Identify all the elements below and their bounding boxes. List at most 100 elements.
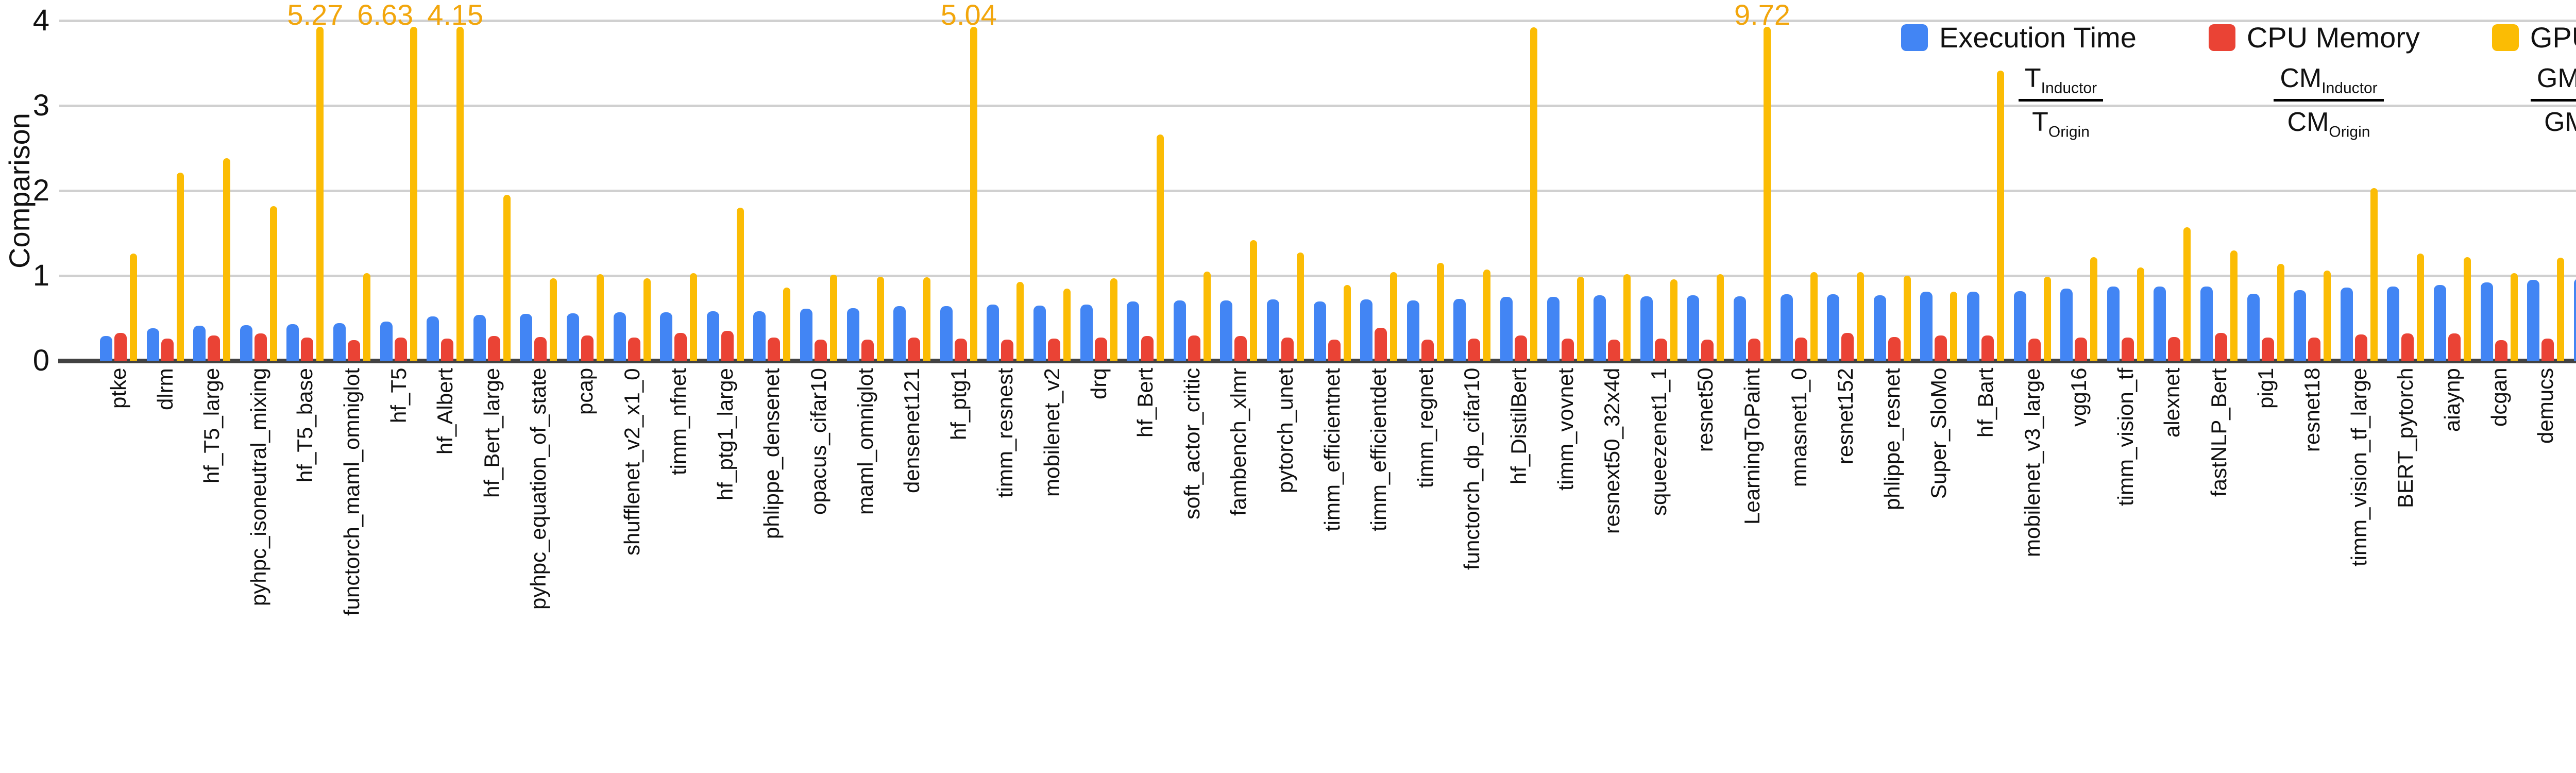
bar-mobilenet_v2-execution-time [1033, 305, 1046, 361]
bar-mobilenet_v3_large-gpu-memory [2043, 276, 2051, 361]
bar-pyhpc_isoneutral_mixing-gpu-memory [269, 206, 277, 361]
bar-opacus_cifar10-cpu-memory [815, 339, 827, 361]
x-label-timm_regnet: timm_regnet [1413, 368, 1437, 489]
bar-functorch_maml_omniglot-gpu-memory [363, 273, 370, 361]
x-label-alexnet: alexnet [2160, 368, 2184, 438]
bar-LearningToPaint-gpu-memory [1764, 26, 1771, 361]
x-label-timm_efficientdet: timm_efficientdet [1366, 368, 1391, 531]
bar-vgg16-cpu-memory [2075, 338, 2088, 361]
bar-alexnet-cpu-memory [2168, 337, 2181, 361]
bar-mobilenet_v3_large-execution-time [2013, 291, 2026, 361]
bar-Super_SloMo-execution-time [1920, 292, 1933, 361]
bar-timm_regnet-gpu-memory [1436, 263, 1444, 361]
bar-hf_Albert-gpu-memory [456, 26, 464, 361]
bar-timm_nfnet-cpu-memory [674, 332, 687, 361]
bar-pyhpc_equation_of_state-cpu-memory [534, 337, 547, 361]
gridline [59, 190, 2576, 192]
bar-soft_actor_critic-gpu-memory [1203, 271, 1211, 361]
x-label-timm_vovnet: timm_vovnet [1553, 368, 1578, 491]
annotation-5.04: 5.04 [940, 0, 997, 31]
x-label-drq: drq [1086, 368, 1111, 399]
bar-timm_regnet-execution-time [1406, 300, 1419, 361]
bar-timm_resnest-cpu-memory [1001, 339, 1014, 361]
bar-shufflenet_v2_x1_0-execution-time [613, 312, 626, 361]
bar-timm_efficientnet-gpu-memory [1343, 285, 1351, 361]
bar-shufflenet_v2_x1_0-cpu-memory [628, 338, 640, 361]
bar-functorch_dp_cifar10-execution-time [1453, 298, 1466, 361]
bar-hf_T5_large-cpu-memory [208, 335, 221, 361]
bar-functorch_maml_omniglot-execution-time [333, 323, 346, 361]
bar-mobilenet_v3_large-cpu-memory [2028, 339, 2041, 361]
bar-maml_omniglot-cpu-memory [861, 339, 874, 361]
x-label-hf_Bert_large: hf_Bert_large [479, 368, 504, 498]
bar-pig1-gpu-memory [2277, 263, 2284, 361]
legend-label: GPU Memory [2530, 21, 2576, 54]
bar-hf_Bert_large-cpu-memory [487, 336, 500, 361]
bar-fambench_xlmr-cpu-memory [1234, 336, 1247, 361]
bar-soft_actor_critic-execution-time [1173, 300, 1186, 361]
bar-resnet152-cpu-memory [1841, 332, 1854, 361]
x-label-pcap: pcap [573, 368, 597, 415]
bar-hf_ptg1_large-execution-time [706, 311, 719, 361]
x-label-maml_omniglot: maml_omniglot [853, 368, 877, 515]
bar-hf_DistilBert-execution-time [1500, 297, 1513, 361]
bar-pyhpc_isoneutral_mixing-cpu-memory [254, 333, 267, 361]
bar-phlippe_resnet-gpu-memory [1903, 276, 1911, 361]
bar-timm_resnest-gpu-memory [1016, 281, 1024, 361]
cpu-memory-formula: CMInductor CMOrigin [2251, 63, 2406, 140]
bar-maml_omniglot-gpu-memory [876, 276, 884, 361]
bar-opacus_cifar10-execution-time [800, 309, 812, 361]
bar-resnet152-gpu-memory [1857, 272, 1865, 361]
bar-Super_SloMo-cpu-memory [1935, 335, 1947, 361]
bar-demucs-cpu-memory [2541, 339, 2554, 361]
bar-timm_efficientdet-execution-time [1360, 299, 1373, 361]
bar-timm_vovnet-gpu-memory [1577, 276, 1584, 361]
x-label-shufflenet_v2_x1_0: shufflenet_v2_x1_0 [619, 368, 644, 556]
bar-phlippe_resnet-cpu-memory [1888, 337, 1901, 361]
bar-hf_DistilBert-gpu-memory [1530, 27, 1537, 361]
bar-timm_regnet-cpu-memory [1421, 339, 1434, 361]
bar-ptke-execution-time [100, 336, 112, 361]
x-label-hf_Bert: hf_Bert [1133, 368, 1158, 438]
bar-mnasnet1_0-execution-time [1780, 294, 1793, 361]
bar-pcap-cpu-memory [581, 335, 594, 361]
bar-hf_ptg1_large-cpu-memory [721, 331, 734, 361]
bar-fastNLP_Bert-execution-time [2200, 287, 2213, 361]
x-label-hf_T5_base: hf_T5_base [293, 368, 317, 482]
bar-ptke-cpu-memory [114, 332, 127, 361]
bar-hf_T5_large-gpu-memory [223, 158, 231, 361]
x-label-mobilenet_v3_large: mobilenet_v3_large [2020, 368, 2044, 557]
x-label-timm_resnest: timm_resnest [993, 368, 1018, 498]
bar-resnext50_32x4d-cpu-memory [1608, 339, 1621, 361]
bar-drq-cpu-memory [1094, 338, 1107, 361]
x-label-Super_SloMo: Super_SloMo [1926, 368, 1951, 499]
bar-hf_Bert-gpu-memory [1157, 135, 1164, 361]
bar-hf_Bert_large-execution-time [473, 314, 486, 361]
x-label-hf_ptg1_large: hf_ptg1_large [713, 368, 737, 500]
x-label-hf_Bart: hf_Bart [1973, 368, 1997, 438]
bar-drq-execution-time [1080, 305, 1093, 361]
bar-densenet121-gpu-memory [923, 277, 931, 361]
bar-dcgan-execution-time [2480, 282, 2493, 361]
x-label-functorch_maml_omniglot: functorch_maml_omniglot [340, 368, 364, 616]
bar-functorch_dp_cifar10-gpu-memory [1483, 270, 1491, 361]
bar-aiaynp-gpu-memory [2464, 257, 2471, 361]
bar-functorch_dp_cifar10-cpu-memory [1468, 339, 1481, 361]
bar-dlrm-execution-time [146, 328, 159, 361]
gridline [59, 20, 2576, 22]
bar-alexnet-execution-time [2154, 287, 2166, 361]
bar-phlippe_densenet-execution-time [753, 311, 766, 361]
bar-dlrm-cpu-memory [161, 339, 174, 361]
bar-timm_vovnet-execution-time [1547, 297, 1560, 361]
gridline [59, 275, 2576, 277]
x-label-demucs: demucs [2533, 368, 2558, 444]
bar-hf_T5-gpu-memory [410, 26, 417, 361]
bar-drq-gpu-memory [1110, 278, 1117, 361]
bar-hf_T5-cpu-memory [394, 338, 407, 361]
bar-timm_vovnet-cpu-memory [1561, 339, 1574, 361]
bar-fastNLP_Bert-gpu-memory [2230, 250, 2238, 361]
x-label-dlrm: dlrm [152, 368, 177, 410]
bar-soft_actor_critic-cpu-memory [1188, 335, 1200, 361]
bar-squeezenet1_1-execution-time [1640, 296, 1653, 361]
x-label-resnet152: resnet152 [1833, 368, 1858, 464]
